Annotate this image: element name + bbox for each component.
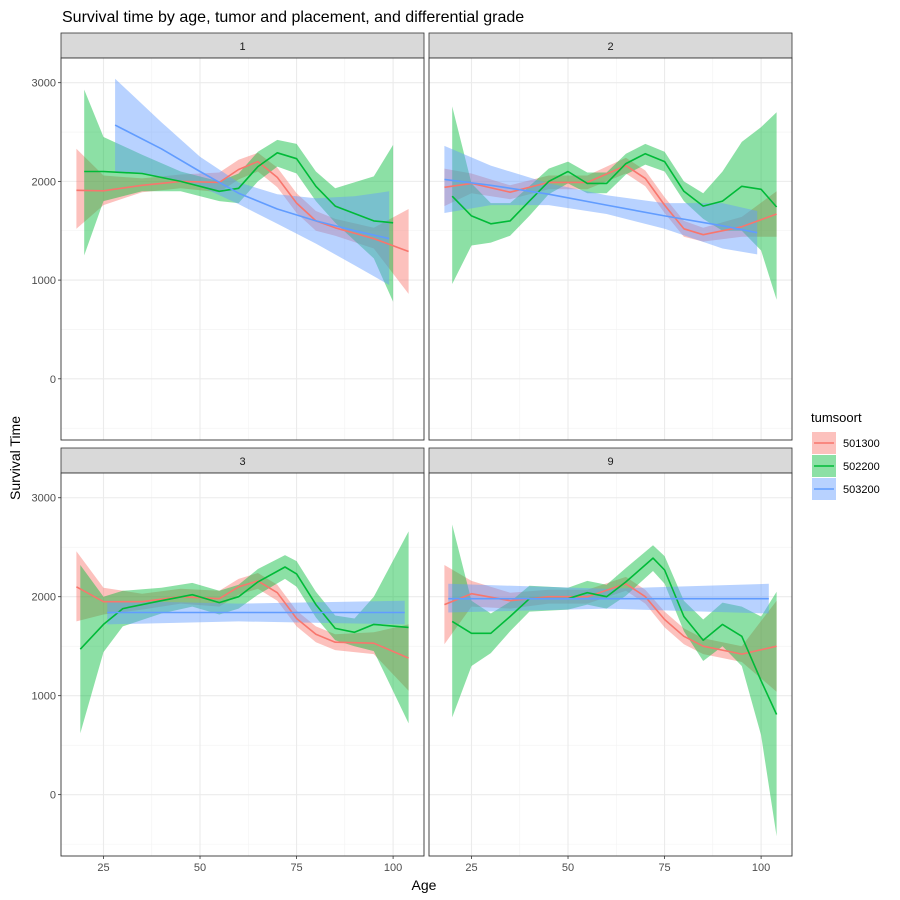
facet-strip	[428, 32, 793, 59]
facet-strip-label: 9	[607, 456, 613, 468]
series-line-502200	[79, 566, 409, 650]
series-line-501300	[76, 160, 409, 253]
confidence-band-502200	[84, 89, 394, 302]
panel-background	[61, 58, 424, 440]
facet-panel-9: 9 25 50 75 100	[428, 447, 793, 874]
y-tick-label: 1000	[32, 275, 56, 287]
legend-label: 501300	[843, 438, 880, 450]
panel-background	[429, 58, 792, 440]
confidence-band-503200	[444, 145, 758, 255]
grid	[61, 58, 424, 440]
y-tick-label: 3000	[32, 78, 56, 90]
series-line-502200	[84, 152, 394, 224]
series-line-503200	[444, 178, 758, 234]
panel-border	[428, 472, 793, 857]
legend-entry-503200: 503200	[812, 478, 880, 500]
confidence-band-501300	[76, 148, 409, 294]
confidence-band-501300	[444, 565, 777, 692]
series-line-502200	[451, 557, 778, 715]
grid	[61, 473, 424, 856]
series-line-501300	[444, 164, 777, 236]
facet-strip	[60, 32, 425, 59]
confidence-band-502200	[80, 531, 409, 734]
legend-entry-502200: 502200	[812, 455, 880, 477]
legend-entry-501300: 501300	[812, 432, 880, 454]
y-tick-label: 2000	[32, 592, 56, 604]
series-line-502200	[451, 152, 778, 225]
facet-panel-2: 2	[428, 32, 793, 441]
y-axis-title: Survival Time	[7, 416, 23, 500]
facet-strip-label: 2	[607, 41, 613, 53]
panel-border	[60, 472, 425, 857]
chart-title: Survival time by age, tumor and placemen…	[62, 9, 524, 26]
facet-strip	[428, 447, 793, 474]
x-tick-label: 25	[465, 862, 477, 874]
facet-strip-label: 3	[239, 456, 245, 468]
x-tick-label: 100	[384, 862, 402, 874]
series-line-501300	[444, 582, 777, 655]
legend-title: tumsoort	[811, 410, 862, 425]
x-tick-label: 50	[562, 862, 574, 874]
facet-strip-label: 1	[239, 41, 245, 53]
panel-border	[60, 57, 425, 441]
series-line-501300	[76, 580, 409, 659]
panel-background	[429, 473, 792, 856]
legend: tumsoort 501300 502200 503200	[811, 410, 880, 500]
confidence-band-502200	[452, 524, 777, 837]
panel-border	[428, 57, 793, 441]
facet-panel-1: 1 0 1000 2000 3000	[32, 32, 425, 441]
legend-label: 503200	[843, 484, 880, 496]
x-tick-label: 25	[97, 862, 109, 874]
facet-panels: 1 0 1000 2000 3000 2 3 0 1000 2000 3000 25 50 75 100 9 2…	[32, 32, 793, 874]
grid	[429, 58, 792, 440]
series-line-503200	[114, 124, 390, 240]
x-axis-title: Age	[412, 877, 437, 893]
legend-label: 502200	[843, 461, 880, 473]
confidence-band-501300	[444, 157, 777, 242]
facet-strip	[60, 447, 425, 474]
facet-panel-3: 3 0 1000 2000 3000 25 50 75 100	[32, 447, 425, 874]
y-tick-label: 2000	[32, 176, 56, 188]
x-tick-label: 50	[194, 862, 206, 874]
y-tick-label: 1000	[32, 691, 56, 703]
x-tick-label: 75	[290, 862, 302, 874]
x-tick-label: 75	[658, 862, 670, 874]
x-tick-label: 100	[752, 862, 770, 874]
y-tick-label: 3000	[32, 493, 56, 505]
y-tick-label: 0	[50, 374, 56, 386]
panel-background	[61, 473, 424, 856]
y-tick-label: 0	[50, 790, 56, 802]
confidence-band-503200	[115, 78, 390, 285]
confidence-band-501300	[76, 551, 409, 691]
